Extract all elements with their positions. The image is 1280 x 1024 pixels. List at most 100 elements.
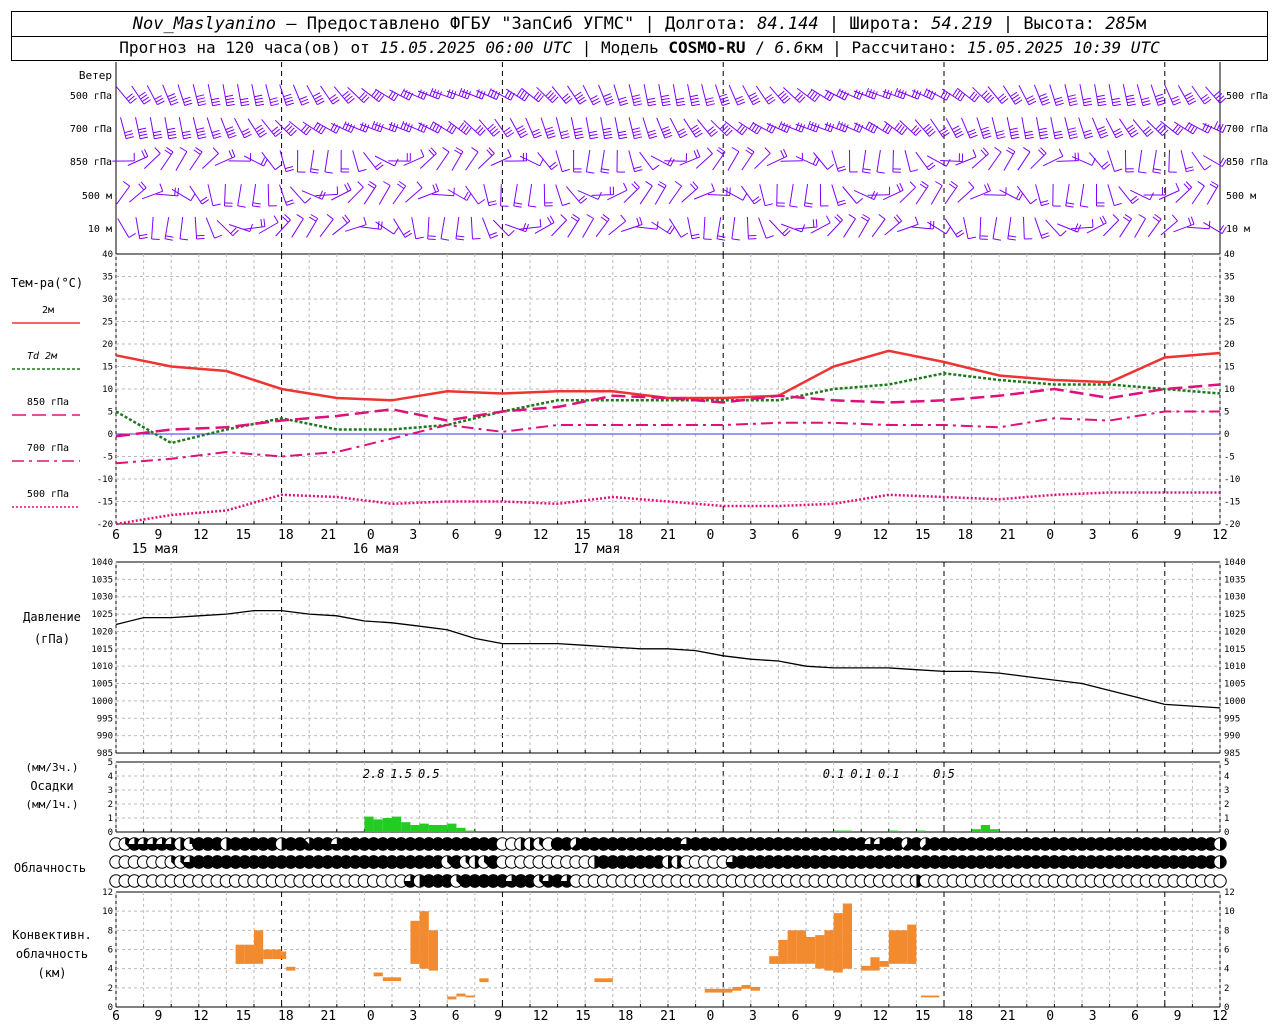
header-row-2: Прогноз на 120 часа(ов) от 15.05.2025 06… [119, 38, 1160, 57]
wind-barb-flag [1209, 183, 1217, 189]
temperature-hour-label: 6 [452, 528, 460, 543]
wind-barb-flag [982, 147, 989, 155]
wind-barb-flag [190, 193, 196, 201]
wind-barb-flag [155, 97, 164, 103]
cloud-circle-sector [302, 837, 316, 851]
wind-barb-flag [983, 92, 990, 99]
wind-barb-flag [1099, 216, 1105, 225]
wind-barb-flag [320, 127, 327, 135]
wind-barb-flag [706, 147, 713, 154]
wind-barb-flag [862, 214, 870, 219]
wind-barb-flag [129, 97, 137, 104]
wind-barb-flag [1040, 147, 1047, 154]
wind-barb-flag [1132, 198, 1140, 204]
pressure-chart-ytick-label-left: 1040 [91, 558, 113, 568]
wind-barb-staff [643, 84, 649, 106]
wind-barb-flag [786, 124, 791, 133]
temperature-hour-label: 18 [278, 528, 294, 543]
wind-barb-staff [1021, 117, 1027, 139]
wind-barb-flag [865, 121, 870, 130]
wind-barb-flag [125, 133, 134, 137]
wind-barb-flag [868, 89, 872, 97]
convective-cloud-ylabel: облачность [16, 947, 88, 961]
wind-barb-flag [139, 236, 148, 240]
wind-barb-flag [423, 91, 428, 100]
wind-barb-flag [1175, 182, 1180, 191]
wind-barb-flag [589, 133, 598, 137]
wind-barb-staff [331, 189, 352, 201]
wind-barb-flag [903, 91, 907, 99]
wind-barb-flag [490, 234, 498, 239]
wind-barb-flag [796, 94, 804, 101]
wind-barb-flag [227, 132, 236, 136]
wind-barb-staff [956, 87, 975, 103]
wind-barb-flag [524, 93, 530, 102]
wind-barb-staff [189, 185, 203, 205]
precipitation-bar [392, 816, 402, 832]
wind-barb-staff [738, 121, 758, 135]
wind-barb-staff [1136, 84, 1144, 106]
wind-barb-flag [404, 232, 413, 238]
lon-value: 84.144 [757, 14, 819, 34]
pressure-chart-ytick-label-right: 985 [1224, 749, 1240, 759]
temperature-legend-label: 850 гПа [27, 397, 69, 408]
wind-barb-flag [552, 96, 559, 104]
wind-barb-flag [910, 169, 919, 173]
wind-barb-flag [824, 122, 829, 130]
wind-level-label-right: 500 м [1226, 191, 1256, 202]
wind-barb-flag [603, 133, 612, 137]
wind-barb-staff [1033, 84, 1043, 106]
wind-barb-staff [781, 123, 802, 133]
wind-panel-title: Ветер [79, 69, 112, 82]
precipitation-chart-ytick-label-left: 4 [108, 772, 113, 782]
wind-barb-flag [837, 165, 846, 170]
wind-barb-flag [1157, 102, 1166, 106]
wind-barb-flag [400, 121, 405, 129]
temperature-series-line [115, 372, 1221, 445]
wind-barb-staff [551, 86, 567, 104]
wind-barb-staff [746, 216, 749, 240]
wind-barb-flag [957, 232, 965, 238]
wind-barb-flag [361, 94, 368, 101]
wind-barb-flag [804, 202, 813, 205]
wind-barb-flag [538, 95, 544, 103]
wind-barb-flag [211, 97, 220, 101]
wind-barb-staff [1160, 220, 1178, 236]
wind-barb-flag [1131, 132, 1139, 138]
lat-label: Широта: [849, 14, 921, 34]
wind-barb-flag [1097, 97, 1106, 101]
wind-barb-flag [435, 90, 440, 99]
wind-barb-staff [555, 184, 563, 206]
cloud-circle-sector [560, 874, 573, 888]
wind-barb-flag [592, 100, 601, 106]
wind-barb-staff [292, 84, 303, 106]
wind-barb-flag [601, 168, 610, 171]
wind-barb-flag [452, 91, 457, 99]
wind-barb-flag [273, 215, 279, 223]
wind-barb-flag [263, 218, 266, 227]
wind-barb-staff [206, 117, 215, 139]
wind-barb-flag [604, 136, 613, 140]
wind-barb-flag [446, 89, 451, 97]
wind-barb-flag [929, 220, 932, 229]
wind-barb-flag [575, 136, 584, 140]
wind-barb-staff [375, 221, 395, 235]
wind-barb-flag [1115, 133, 1124, 139]
wind-barb-flag [374, 122, 378, 130]
wind-barb-staff [1002, 85, 1016, 105]
wind-barb-flag [1204, 98, 1212, 105]
wind-barb-flag [1080, 205, 1089, 208]
wind-barb-flag [1103, 163, 1111, 170]
wind-barb-flag [1028, 100, 1037, 106]
convective-cloud-bar [732, 986, 742, 991]
wind-barb-staff [869, 121, 889, 135]
wind-barb-staff [1147, 218, 1162, 238]
wind-barb-staff [614, 117, 620, 139]
wind-barb-flag [652, 164, 660, 171]
wind-barb-flag [600, 216, 608, 223]
cloud-circle-sector [146, 837, 160, 851]
wind-barb-flag [125, 136, 134, 140]
convective-hour-label: 6 [791, 1009, 799, 1024]
wind-barb-flag [477, 198, 486, 205]
